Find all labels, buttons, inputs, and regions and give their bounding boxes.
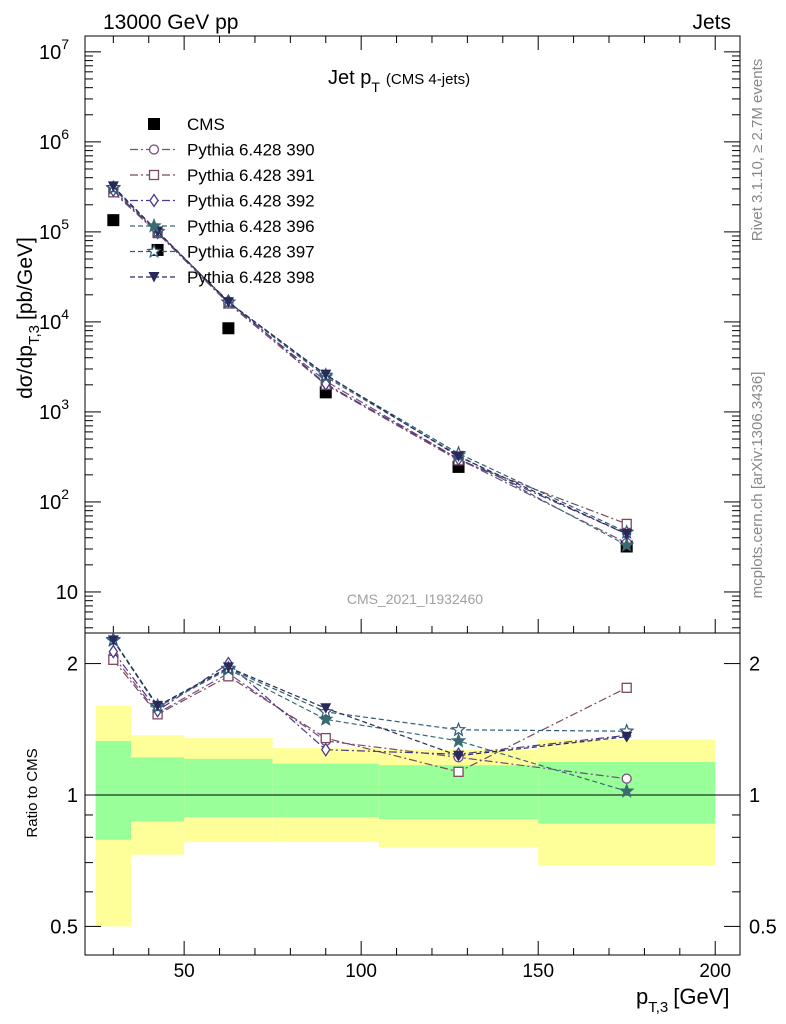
- ratio-point-p391: [453, 766, 464, 777]
- x-tick-label: 50: [174, 961, 195, 982]
- series-layer: [105, 179, 635, 798]
- legend-marker-p391: [148, 169, 160, 181]
- plot-title-sub: T: [371, 79, 380, 95]
- point-p398: [320, 369, 332, 381]
- y-axis-label-unit: [pb/GeV]: [14, 237, 37, 320]
- x-tick-label: 100: [345, 961, 377, 982]
- ratio-point-p398: [222, 662, 234, 673]
- plot-title-main: Jet p: [328, 67, 371, 89]
- ratio-point-p390: [621, 773, 632, 784]
- y-tick-label: 102: [39, 486, 69, 514]
- y-axis-label-sub: T,3: [26, 325, 43, 345]
- y-tick-label: 105: [39, 216, 69, 244]
- ratio-line-p398: [112, 640, 627, 757]
- ratio-y-tick-label: 1: [67, 785, 78, 807]
- ratio-point-p398: [453, 750, 465, 762]
- legend-label-p396: Pythia 6.428 396: [187, 217, 315, 236]
- band-inner-1: [131, 757, 185, 822]
- ratio-point-p391: [320, 732, 331, 744]
- point-p398: [453, 451, 465, 462]
- ratio-point-p398: [320, 703, 332, 714]
- ratio-plot-frame: [84, 632, 741, 956]
- y-tick-label: 103: [39, 396, 69, 424]
- x-axis-label-text: p: [636, 984, 648, 1009]
- ratio-line-p392: [112, 651, 627, 755]
- x-axis-label: pT,3 [GeV]: [636, 984, 730, 1016]
- rivet-label: Rivet 3.1.10, ≥ 2.7M events: [749, 59, 766, 242]
- point-p398: [621, 529, 633, 540]
- ratio-y-tick-label: 2: [67, 654, 78, 676]
- axes-frames: 50 100 150 200 10 102 103 104 105 106 107 0.5 0.5 1 1 2…: [39, 35, 777, 982]
- point-p396: [618, 537, 635, 552]
- mcplots-label: mcplots.cern.ch [arXiv:1306.3436]: [749, 372, 766, 599]
- y-axis-label-main: dσ/dpT,3 [pb/GeV]: [14, 237, 43, 399]
- plot-title-note: (CMS 4-jets): [386, 71, 470, 88]
- legend: CMS Pythia 6.428 390 Pythia 6.428 391 Pythi…: [130, 115, 315, 287]
- x-tick-label: 200: [699, 961, 731, 982]
- y-tick-label: 104: [39, 306, 69, 334]
- legend-marker-p392: [149, 193, 159, 208]
- y-axis-label-ratio: Ratio to CMS: [24, 748, 41, 837]
- legend-marker-p397: [146, 243, 162, 259]
- series-line-p397: [112, 187, 627, 533]
- legend-label-cms: CMS: [187, 115, 225, 134]
- point-cms: [222, 322, 235, 335]
- ratio-line-p397: [112, 639, 627, 732]
- point-cms: [107, 214, 120, 227]
- ratio-point-p391: [621, 682, 632, 693]
- x-tick-label: 150: [522, 961, 554, 982]
- plot-title: Jet pT (CMS 4-jets): [328, 67, 470, 95]
- legend-marker-p396: [146, 217, 162, 233]
- ratio-point-p392: [320, 742, 331, 757]
- band-inner-3: [272, 763, 379, 818]
- ratio-y-tick-label-right: 1: [749, 785, 760, 807]
- ratio-y-tick-label-right: 0.5: [749, 916, 777, 938]
- ratio-point-p396: [318, 711, 334, 726]
- y-tick-label: 107: [39, 36, 69, 64]
- main-plot-frame: [84, 35, 741, 634]
- series-line-p398: [112, 185, 627, 535]
- legend-marker-cms: [148, 118, 160, 130]
- y-tick-label: 10: [56, 582, 78, 604]
- ratio-bands: [95, 705, 716, 927]
- legend-label-p398: Pythia 6.428 398: [187, 268, 315, 287]
- band-inner-0: [95, 740, 132, 840]
- ratio-point-p397: [450, 721, 467, 737]
- legend-label-p397: Pythia 6.428 397: [187, 243, 315, 262]
- band-inner-2: [184, 758, 273, 818]
- legend-label-p392: Pythia 6.428 392: [187, 192, 315, 211]
- legend-label-p390: Pythia 6.428 390: [187, 141, 315, 160]
- ratio-point-p396: [450, 732, 467, 748]
- legend-label-p391: Pythia 6.428 391: [187, 166, 315, 185]
- ratio-point-p392: [108, 644, 119, 659]
- y-axis-label-text: dσ/dp: [14, 345, 37, 399]
- legend-marker-p398: [148, 272, 160, 283]
- ratio-point-p398: [107, 635, 119, 646]
- point-p398: [222, 297, 234, 308]
- header-left: 13000 GeV pp: [103, 11, 238, 34]
- ratio-point-p396: [618, 782, 635, 798]
- point-p398: [107, 181, 119, 192]
- ratio-y-tick-label-right: 2: [749, 654, 760, 676]
- legend-marker-p390: [148, 144, 160, 155]
- x-axis-label-sub: T,3: [648, 999, 668, 1016]
- ratio-point-p398: [152, 700, 164, 712]
- y-tick-label: 106: [39, 126, 69, 154]
- header-right: Jets: [692, 11, 731, 34]
- watermark: CMS_2021_I1932460: [347, 591, 483, 607]
- ratio-point-p398: [621, 731, 633, 743]
- x-axis-label-unit: [GeV]: [673, 984, 729, 1009]
- ratio-y-tick-label: 0.5: [50, 916, 78, 938]
